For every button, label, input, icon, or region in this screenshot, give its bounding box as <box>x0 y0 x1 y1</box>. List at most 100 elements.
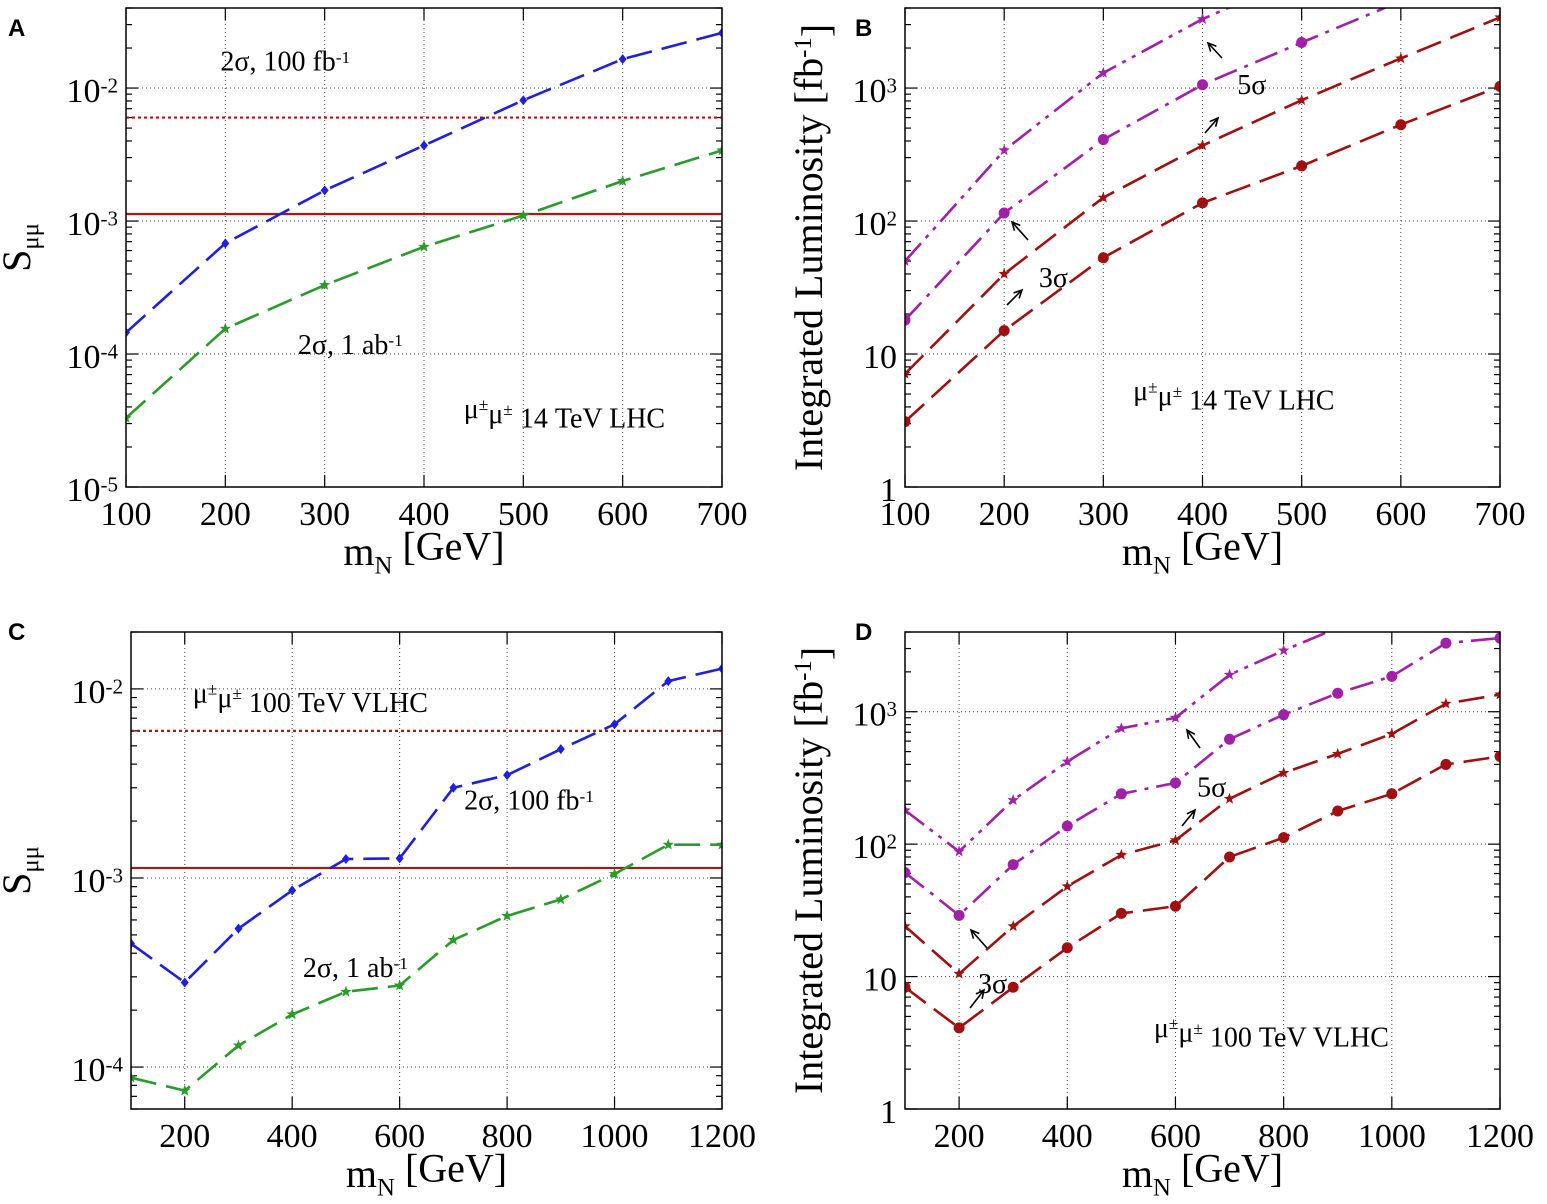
y-tick-label: 10 <box>863 339 897 376</box>
x-tick-label: 400 <box>399 496 450 533</box>
data-point <box>1332 805 1344 817</box>
x-tick-label: 200 <box>934 1118 985 1155</box>
data-point <box>1115 907 1127 919</box>
panel-letter-c: C <box>8 619 25 646</box>
data-point <box>998 144 1010 156</box>
series-line-1 <box>905 8 1232 262</box>
data-point <box>420 140 428 151</box>
annotation-arrow <box>1207 42 1223 59</box>
annotation-arrowhead <box>1185 728 1196 740</box>
data-point <box>131 938 135 949</box>
data-point <box>234 923 243 934</box>
data-point <box>1386 608 1397 619</box>
series-group <box>126 27 722 423</box>
data-point <box>905 367 911 379</box>
y-tick-label: 1 <box>880 1094 897 1131</box>
annotation-arrow <box>1204 117 1219 134</box>
data-point <box>126 327 130 338</box>
x-tick-label: 200 <box>979 496 1030 533</box>
data-point <box>1332 747 1344 759</box>
panel-d-chart: 200 400 600 800 1000 1200 1 10 102 103 mN [GeV] Int… <box>786 608 1534 1202</box>
data-point <box>1494 688 1500 700</box>
data-point <box>1440 697 1452 709</box>
data-point <box>1395 52 1407 64</box>
data-point <box>1097 66 1109 78</box>
data-point <box>1494 80 1500 92</box>
data-point <box>1494 11 1500 23</box>
data-point <box>447 934 460 945</box>
plot-frame <box>904 631 1501 1110</box>
x-tick-label: 1000 <box>1358 1118 1426 1155</box>
annotation-arrow <box>969 989 985 1009</box>
data-point <box>1395 0 1406 7</box>
series-line-2 <box>905 636 1500 918</box>
x-tick-label: 600 <box>1375 496 1426 533</box>
panel-letter-d: D <box>855 619 872 646</box>
x-tick-label: 400 <box>1042 1118 1093 1155</box>
data-point <box>555 893 567 905</box>
annotation-label: 5σ <box>1197 772 1226 803</box>
annotation-arrowhead <box>1013 288 1024 299</box>
y-axis-label: Sμμ <box>0 846 45 895</box>
annotation-arrowhead <box>969 928 980 939</box>
data-point <box>517 209 529 221</box>
y-tick-label: 10-4 <box>66 339 118 376</box>
x-tick-label: 700 <box>697 496 748 533</box>
x-tick-label: 400 <box>267 1118 318 1155</box>
data-point <box>953 1022 965 1034</box>
data-point <box>1334 632 1342 633</box>
data-point <box>1395 119 1407 131</box>
annotation-label: μ±μ± 100 TeV VLHC <box>1154 1013 1389 1054</box>
data-point <box>1097 134 1109 146</box>
series-group <box>131 663 722 1096</box>
x-tick-label: 600 <box>374 1118 425 1155</box>
data-point <box>718 663 722 674</box>
data-point <box>1097 191 1109 203</box>
annotation-arrowhead <box>1206 41 1217 52</box>
data-point <box>1196 13 1209 24</box>
data-point <box>664 676 673 687</box>
x-axis-label: mN [GeV] <box>1122 1146 1283 1202</box>
data-point <box>953 845 965 857</box>
data-point <box>519 95 528 106</box>
data-point <box>501 909 513 921</box>
annotation-arrow <box>1011 221 1029 241</box>
data-point <box>1278 709 1290 721</box>
data-point <box>418 240 430 252</box>
data-point <box>905 804 911 816</box>
data-point <box>221 238 230 249</box>
data-point <box>1296 94 1308 106</box>
data-point <box>1277 766 1290 778</box>
x-tick-label: 1200 <box>688 1118 756 1155</box>
y-tick-label: 103 <box>852 73 897 110</box>
data-point <box>1061 880 1073 892</box>
data-point <box>393 979 406 991</box>
data-point <box>1494 750 1500 762</box>
y-tick-label: 103 <box>852 697 897 734</box>
data-point <box>618 54 627 65</box>
x-tick-label: 700 <box>1475 496 1526 533</box>
data-point <box>1061 755 1073 767</box>
data-point <box>1224 851 1236 863</box>
x-tick-label: 200 <box>159 1118 210 1155</box>
x-tick-label: 500 <box>498 496 549 533</box>
data-point <box>617 175 629 186</box>
y-tick-label: 1 <box>880 472 897 509</box>
series-line-1 <box>905 632 1332 854</box>
annotation-label: μ±μ± 14 TeV LHC <box>1133 376 1334 417</box>
data-point <box>1169 777 1181 789</box>
data-point <box>1440 637 1452 649</box>
y-axis-label: Integrated Luminosity [fb-1] <box>786 647 838 1094</box>
data-point <box>1061 942 1073 954</box>
data-point <box>288 885 297 896</box>
annotation-label: 2σ, 100 fb-1 <box>464 786 594 817</box>
data-point <box>1296 160 1308 172</box>
series-line-4 <box>905 755 1500 1030</box>
data-point <box>341 854 350 865</box>
data-point <box>1223 668 1236 680</box>
x-tick-label: 100 <box>880 496 931 533</box>
y-tick-label: 10 <box>863 962 897 999</box>
data-point <box>503 770 512 781</box>
data-point <box>1277 644 1290 656</box>
data-point <box>320 185 329 196</box>
